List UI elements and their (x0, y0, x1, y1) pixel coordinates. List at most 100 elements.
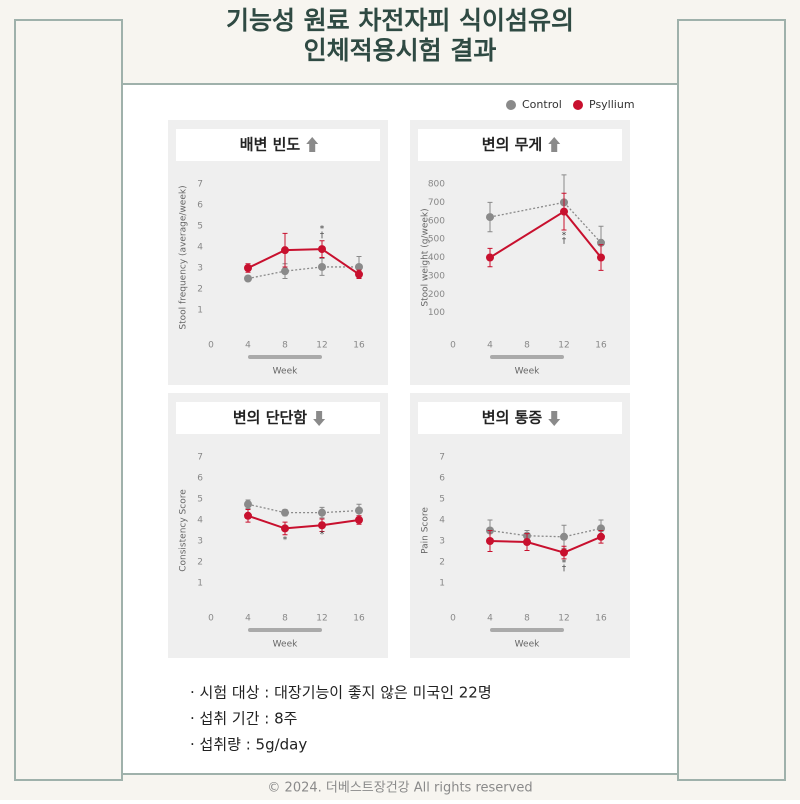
y-tick-label: 600 (428, 216, 445, 226)
data-point (486, 253, 494, 262)
panel-title-box (176, 402, 380, 434)
panel (410, 120, 630, 385)
series-line (247, 248, 360, 276)
y-tick-label: 7 (439, 453, 445, 463)
footer: © 2024. 더베스트장건강 All rights reserved (267, 781, 532, 796)
y-tick-label: 700 (428, 198, 445, 208)
x-tick-label: 8 (524, 341, 530, 351)
series-line (247, 266, 359, 280)
legend-label: Control (522, 98, 562, 111)
y-tick-label: 2 (197, 558, 203, 568)
data-point (281, 267, 289, 276)
week-bar (248, 628, 322, 632)
arrow-icon (313, 411, 326, 426)
data-point (597, 532, 605, 541)
y-axis-label: Consistency Score (179, 489, 189, 572)
note: · 섭취량 : 5g/day (190, 736, 307, 754)
panel-title: 배변 빈도 (240, 136, 301, 154)
y-tick-label: 1 (197, 306, 203, 316)
legend-swatch (506, 100, 516, 110)
week-bar (248, 355, 322, 359)
panel-title-box (418, 129, 622, 161)
x-tick-label: 16 (595, 614, 607, 624)
series-line (489, 527, 602, 538)
arrow-icon (548, 411, 561, 426)
data-point (318, 262, 326, 271)
significance-mark: * (320, 225, 325, 235)
x-axis-label: Week (273, 640, 298, 650)
data-point (244, 500, 252, 509)
x-tick-label: 16 (595, 341, 607, 351)
x-tick-label: 12 (316, 341, 327, 351)
y-axis-label: Stool weight (g/week) (421, 208, 431, 306)
y-tick-label: 3 (197, 537, 203, 547)
data-point (318, 245, 326, 254)
data-point (281, 508, 289, 517)
x-tick-label: 4 (245, 614, 251, 624)
x-tick-label: 16 (353, 614, 365, 624)
significance-mark: * (562, 559, 567, 569)
x-tick-label: 0 (450, 614, 456, 624)
data-point (318, 521, 326, 530)
y-tick-label: 7 (197, 180, 203, 190)
y-axis-label: Stool frequency (average/week) (179, 185, 189, 329)
data-point (244, 274, 252, 283)
x-tick-label: 0 (208, 614, 214, 624)
y-tick-label: 1 (439, 579, 445, 589)
y-tick-label: 5 (197, 495, 203, 505)
panel (410, 393, 630, 658)
data-point (486, 537, 494, 545)
data-point (318, 508, 326, 517)
x-tick-label: 4 (487, 614, 493, 624)
x-tick-label: 16 (353, 341, 365, 351)
y-tick-label: 4 (439, 516, 445, 526)
x-axis-label: Week (273, 367, 298, 377)
x-tick-label: 8 (524, 614, 530, 624)
panel-title: 변의 무게 (482, 136, 542, 154)
y-tick-label: 200 (428, 290, 445, 300)
y-tick-label: 3 (197, 264, 203, 274)
significance-mark: * (283, 535, 288, 545)
x-tick-label: 0 (450, 341, 456, 351)
x-axis-label: Week (515, 367, 540, 377)
x-tick-label: 12 (316, 614, 327, 624)
y-tick-label: 300 (428, 271, 445, 281)
data-point (355, 270, 363, 279)
x-tick-label: 12 (558, 341, 569, 351)
y-tick-label: 100 (428, 308, 445, 318)
arrow-icon (306, 137, 319, 152)
panel-title: 변의 단단함 (233, 409, 307, 427)
y-tick-label: 4 (197, 243, 203, 253)
y-tick-label: 7 (197, 453, 203, 463)
significance-mark: * (562, 231, 567, 241)
panel-title-box (176, 129, 380, 161)
data-point (560, 548, 568, 557)
series-line (489, 201, 602, 244)
note: · 시험 대상 : 대장기능이 좋지 않은 미국인 22명 (190, 684, 492, 702)
y-tick-label: 6 (197, 201, 203, 211)
series-line (247, 503, 360, 514)
y-tick-label: 5 (439, 495, 445, 505)
data-point (355, 516, 363, 524)
data-point (355, 506, 363, 515)
week-bar (490, 628, 564, 632)
legend-swatch (573, 100, 583, 110)
y-tick-label: 2 (197, 285, 203, 295)
significance-mark: * (320, 530, 325, 540)
significance-mark: † (562, 236, 567, 246)
significance-mark: † (562, 564, 567, 574)
data-point (523, 538, 531, 547)
y-tick-label: 400 (428, 253, 445, 263)
y-tick-label: 2 (439, 558, 445, 568)
x-tick-label: 4 (487, 341, 493, 351)
significance-mark: † (320, 231, 325, 241)
note: · 섭취 기간 : 8주 (190, 710, 297, 728)
data-point (244, 264, 252, 272)
data-point (486, 213, 494, 222)
data-point (597, 253, 605, 262)
frame (14, 19, 786, 781)
y-tick-label: 5 (197, 222, 203, 232)
page-title: 기능성 원료 차전자피 식이섬유의 (226, 6, 574, 35)
y-tick-label: 500 (428, 235, 445, 245)
